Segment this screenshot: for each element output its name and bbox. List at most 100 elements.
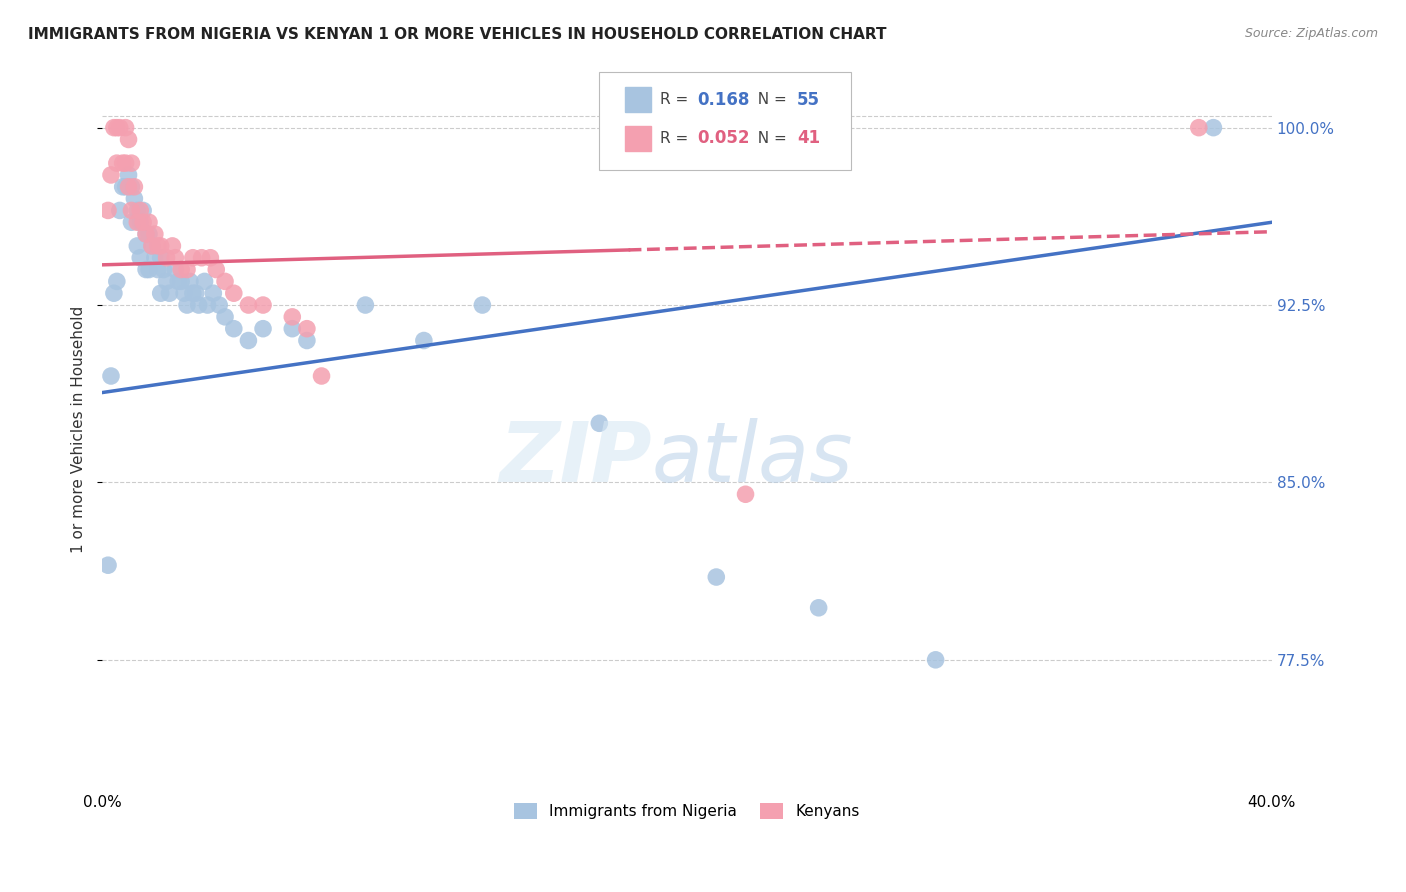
Point <box>1188 120 1211 135</box>
Text: R =: R = <box>661 131 693 146</box>
Point <box>252 321 274 335</box>
Point <box>117 168 139 182</box>
Point <box>184 286 207 301</box>
Point <box>295 334 318 348</box>
Point <box>120 179 142 194</box>
Point <box>155 274 177 288</box>
Point <box>170 262 193 277</box>
Point <box>200 251 222 265</box>
Point <box>105 156 128 170</box>
Text: ZIP: ZIP <box>499 417 652 499</box>
Point <box>97 558 120 573</box>
Text: 55: 55 <box>797 91 820 109</box>
Text: R =: R = <box>661 92 693 107</box>
Point <box>135 262 157 277</box>
Point <box>105 274 128 288</box>
Point <box>149 286 172 301</box>
Point <box>193 274 215 288</box>
Point <box>152 262 174 277</box>
Point <box>202 286 225 301</box>
Point <box>190 251 212 265</box>
Point <box>129 215 152 229</box>
Text: 0.052: 0.052 <box>697 129 749 147</box>
Point <box>100 168 122 182</box>
Point <box>187 298 209 312</box>
Point <box>132 203 155 218</box>
Point <box>471 298 494 312</box>
Point <box>129 251 152 265</box>
Point <box>103 120 125 135</box>
Point <box>149 251 172 265</box>
Text: IMMIGRANTS FROM NIGERIA VS KENYAN 1 OR MORE VEHICLES IN HOUSEHOLD CORRELATION CH: IMMIGRANTS FROM NIGERIA VS KENYAN 1 OR M… <box>28 27 887 42</box>
Point <box>176 262 198 277</box>
Point <box>214 274 236 288</box>
Text: N =: N = <box>748 131 792 146</box>
Text: 0.168: 0.168 <box>697 91 749 109</box>
Point <box>222 321 245 335</box>
Point <box>155 251 177 265</box>
Point <box>1202 120 1225 135</box>
Point <box>117 179 139 194</box>
Point <box>141 239 163 253</box>
Point <box>197 298 219 312</box>
Point <box>111 156 134 170</box>
Point <box>311 369 333 384</box>
Point <box>734 487 756 501</box>
Point <box>138 215 160 229</box>
Point <box>354 298 377 312</box>
Y-axis label: 1 or more Vehicles in Household: 1 or more Vehicles in Household <box>72 306 86 553</box>
Text: Source: ZipAtlas.com: Source: ZipAtlas.com <box>1244 27 1378 40</box>
Point <box>238 298 260 312</box>
Legend: Immigrants from Nigeria, Kenyans: Immigrants from Nigeria, Kenyans <box>508 797 866 826</box>
Point <box>167 274 190 288</box>
Point <box>281 321 304 335</box>
Point <box>252 298 274 312</box>
Point <box>807 600 830 615</box>
Point <box>704 570 727 584</box>
Point <box>238 334 260 348</box>
Point <box>135 227 157 241</box>
Point <box>141 239 163 253</box>
Point <box>100 369 122 384</box>
Point <box>143 227 166 241</box>
Point <box>127 239 149 253</box>
Point <box>208 298 231 312</box>
Point <box>170 274 193 288</box>
Point <box>165 262 187 277</box>
Text: N =: N = <box>748 92 792 107</box>
Point <box>132 215 155 229</box>
Point <box>114 179 136 194</box>
Point <box>114 120 136 135</box>
Point <box>108 203 131 218</box>
Text: atlas: atlas <box>652 417 853 499</box>
Point <box>159 286 181 301</box>
Point <box>97 203 120 218</box>
Point <box>181 286 204 301</box>
Point <box>295 321 318 335</box>
Point <box>138 227 160 241</box>
Point <box>103 286 125 301</box>
Point <box>924 653 946 667</box>
Point <box>117 132 139 146</box>
Point <box>588 417 610 431</box>
Point <box>143 251 166 265</box>
Point <box>120 203 142 218</box>
Bar <box>626 87 651 112</box>
Point <box>214 310 236 324</box>
Point <box>146 239 169 253</box>
Point <box>124 179 146 194</box>
Point <box>120 215 142 229</box>
Point <box>181 251 204 265</box>
Point <box>127 215 149 229</box>
Point <box>111 179 134 194</box>
Point <box>114 156 136 170</box>
Bar <box>626 126 651 151</box>
Point <box>127 203 149 218</box>
Point <box>205 262 228 277</box>
Point <box>108 120 131 135</box>
Point <box>105 120 128 135</box>
Point <box>173 286 195 301</box>
Text: 41: 41 <box>797 129 820 147</box>
Point <box>149 239 172 253</box>
Point <box>179 274 201 288</box>
